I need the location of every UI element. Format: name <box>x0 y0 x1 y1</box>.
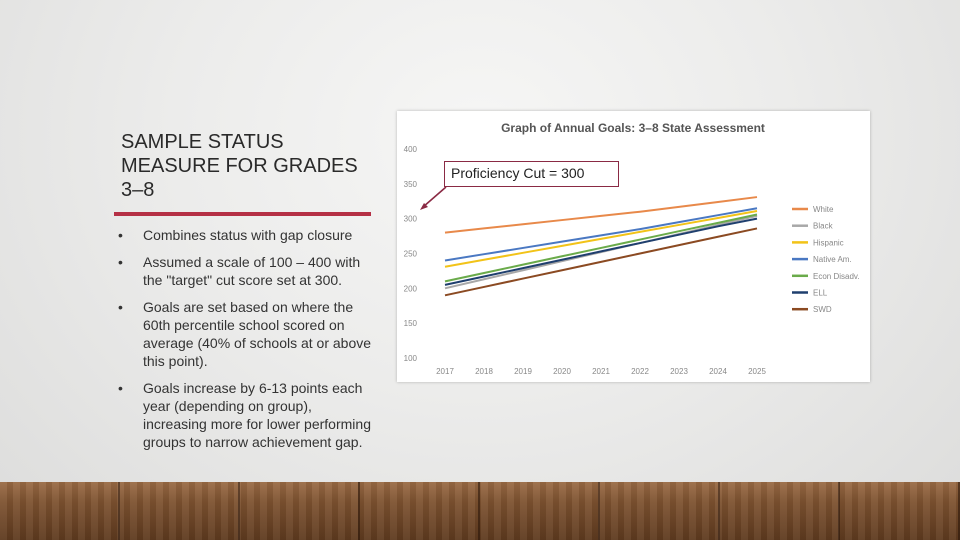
legend: White Black Hispanic Native Am. Econ Disadv.… <box>792 205 860 314</box>
x-tick-label: 2024 <box>709 367 727 376</box>
legend-label: White <box>813 205 834 214</box>
bullet-text: Goals increase by 6-13 points each year … <box>143 380 371 450</box>
legend-label: Black <box>813 222 834 231</box>
line-chart: Graph of Annual Goals: 3–8 State Assessm… <box>404 121 860 376</box>
series-line-native-am <box>444 207 758 262</box>
legend-label: Econ Disadv. <box>813 272 860 281</box>
legend-label: Native Am. <box>813 255 852 264</box>
bullet-text: Goals are set based on where the 60th pe… <box>143 299 372 369</box>
y-axis: 100 150 200 250 300 350 400 <box>404 145 418 363</box>
x-tick-label: 2023 <box>670 367 688 376</box>
x-tick-label: 2020 <box>553 367 571 376</box>
y-tick-label: 150 <box>404 319 418 328</box>
x-tick-label: 2022 <box>631 367 649 376</box>
y-tick-label: 250 <box>404 250 418 259</box>
series-line-econ-disadv <box>444 213 758 283</box>
bullet-item: • Goals are set based on where the 60th p… <box>118 298 376 370</box>
x-tick-label: 2017 <box>436 367 454 376</box>
bullet-icon: • <box>118 227 123 243</box>
series-line-white <box>444 196 758 234</box>
series-lines <box>444 196 758 297</box>
series-line-swd <box>444 227 758 297</box>
chart-title: Graph of Annual Goals: 3–8 State Assessm… <box>501 121 765 135</box>
title-underline <box>114 212 371 216</box>
y-tick-label: 200 <box>404 284 418 293</box>
y-tick-label: 300 <box>404 215 418 224</box>
bullet-text: Combines status with gap closure <box>143 227 353 243</box>
x-axis: 2017 2018 2019 2020 2021 2022 2023 2024 2025 <box>436 367 766 376</box>
slide-title: SAMPLE STATUS MEASURE FOR GRADES 3–8 <box>121 131 358 201</box>
bullet-item: • Assumed a scale of 100 – 400 with the "… <box>118 253 376 289</box>
bullet-item: • Combines status with gap closure <box>118 226 376 244</box>
x-tick-label: 2019 <box>514 367 532 376</box>
y-tick-label: 400 <box>404 145 418 154</box>
bullet-icon: • <box>118 380 123 396</box>
x-tick-label: 2021 <box>592 367 610 376</box>
proficiency-callout: Proficiency Cut = 300 <box>444 161 619 187</box>
bullet-text: Assumed a scale of 100 – 400 with the "t… <box>143 254 361 288</box>
x-tick-label: 2018 <box>475 367 493 376</box>
bullet-icon: • <box>118 299 123 315</box>
bullet-item: • Goals increase by 6-13 points each year… <box>118 379 376 451</box>
legend-label: SWD <box>813 305 832 314</box>
bullet-list: • Combines status with gap closure • Assum… <box>118 226 376 460</box>
y-tick-label: 350 <box>404 180 418 189</box>
wood-floor <box>0 482 960 540</box>
series-line-hispanic <box>444 210 758 268</box>
legend-label: Hispanic <box>813 238 844 247</box>
y-tick-label: 100 <box>404 354 418 363</box>
x-tick-label: 2025 <box>748 367 766 376</box>
chart-panel: Graph of Annual Goals: 3–8 State Assessm… <box>397 111 870 382</box>
series-line-ell <box>444 217 758 286</box>
bullet-icon: • <box>118 254 123 270</box>
legend-label: ELL <box>813 289 828 298</box>
